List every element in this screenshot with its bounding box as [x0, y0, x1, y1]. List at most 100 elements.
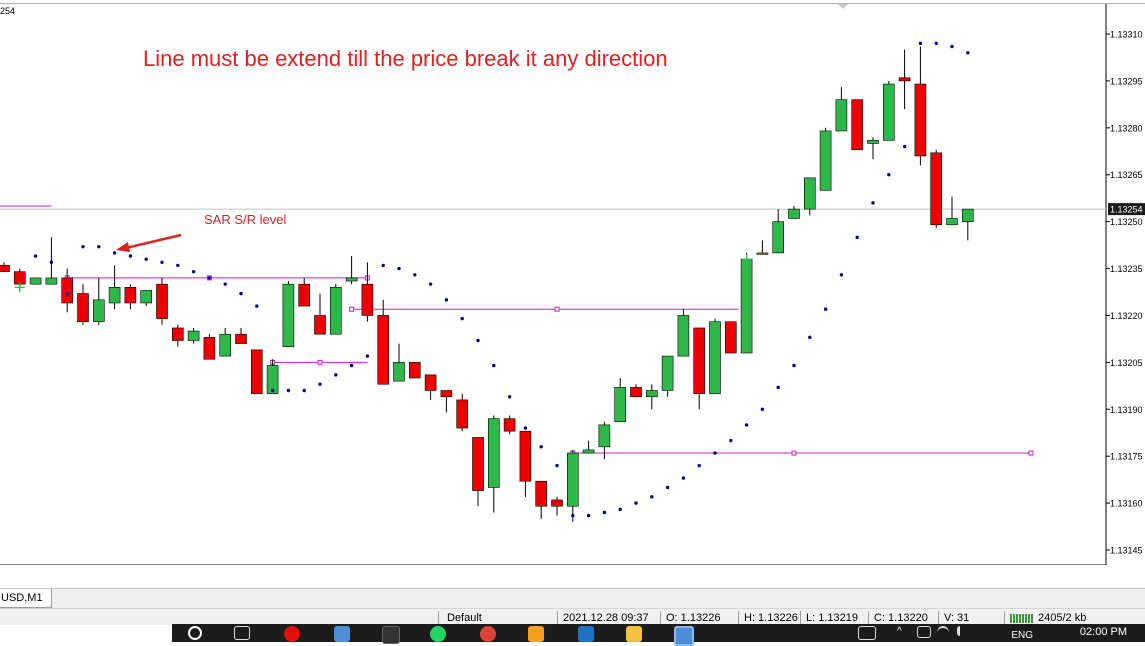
- bull-candle: [393, 362, 405, 382]
- bar-time: 2021.12.28 09:37: [563, 612, 649, 624]
- sar-dot: [397, 266, 401, 271]
- bar-open: O: 1.13226: [666, 612, 721, 624]
- calculator-icon[interactable]: [334, 626, 350, 642]
- os-taskbar: ^ ENG 02:00 PM: [172, 624, 1145, 646]
- sr-level-marker: [1028, 450, 1034, 456]
- sar-dot: [887, 173, 891, 177]
- sar-dot: [381, 263, 385, 268]
- arrow-icon: [125, 233, 182, 250]
- y-tick-label: 1.13205: [1110, 358, 1143, 368]
- bear-candle: [851, 99, 864, 151]
- sar-dot: [176, 263, 180, 268]
- sar-dot: [950, 44, 954, 49]
- bear-candle: [235, 333, 247, 344]
- shift-marker-icon: [838, 4, 848, 9]
- bear-candle: [898, 77, 911, 82]
- bear-candle: [298, 283, 311, 307]
- sar-dot: [665, 485, 670, 490]
- sar-dot: [160, 260, 164, 264]
- y-tick-label: 1.13220: [1110, 311, 1143, 321]
- corner-label: 254: [0, 6, 16, 16]
- bear-candle: [203, 337, 216, 360]
- sar-dot: [507, 395, 512, 399]
- bull-candle: [93, 299, 105, 323]
- status-separator: [800, 611, 801, 625]
- sar-dot: [444, 298, 449, 302]
- language-indicator[interactable]: ENG: [1011, 630, 1033, 641]
- monitor-icon[interactable]: [858, 626, 876, 640]
- sar-dot: [902, 144, 907, 149]
- y-tick-label: 1.13280: [1110, 123, 1143, 133]
- bull-candle: [282, 283, 295, 348]
- bull-candle: [961, 208, 974, 222]
- bear-candle: [156, 283, 168, 319]
- bull-candle: [788, 208, 800, 219]
- y-tick-label: 1.13265: [1110, 170, 1143, 180]
- sar-dot: [144, 257, 148, 261]
- pen-app-icon[interactable]: [382, 626, 400, 644]
- metatrader-icon[interactable]: [674, 626, 694, 646]
- bull-candle: [140, 290, 152, 304]
- bull-candle: [946, 218, 958, 226]
- y-tick-label: 1.13310: [1110, 30, 1143, 40]
- bull-candle: [661, 355, 674, 391]
- bull-candle: [756, 252, 769, 255]
- bull-candle: [566, 452, 579, 507]
- record-app-icon[interactable]: [284, 626, 300, 642]
- sar-dot: [191, 269, 196, 274]
- volume-icon[interactable]: [957, 626, 970, 636]
- task-view-icon[interactable]: [234, 626, 250, 640]
- bar-volume: V: 31: [944, 612, 970, 624]
- sar-dot: [744, 423, 749, 427]
- status-separator: [557, 611, 558, 625]
- mail-icon[interactable]: [578, 626, 594, 642]
- sar-dot: [492, 363, 496, 368]
- bull-candle: [740, 258, 753, 354]
- status-separator: [738, 611, 739, 625]
- annotation-sar-label: SAR S/R level: [204, 212, 286, 227]
- bear-candle: [914, 83, 927, 157]
- bear-candle: [472, 437, 484, 491]
- arrow-head-icon: [116, 242, 130, 252]
- bull-candle: [187, 330, 200, 341]
- price-chart[interactable]: 1.13310 1.13295 1.13280 1.13265 1.13250 1.132…: [0, 0, 1145, 565]
- bear-candle: [14, 271, 26, 285]
- whatsapp-icon[interactable]: [430, 626, 446, 642]
- bear-candle: [377, 315, 390, 385]
- sar-dot: [729, 438, 733, 443]
- battery-icon[interactable]: [917, 626, 931, 638]
- symbol-tab[interactable]: USD,M1: [0, 589, 52, 608]
- sar-dot: [571, 513, 575, 518]
- bar-low: L: 1.13219: [806, 612, 858, 624]
- wifi-icon[interactable]: [937, 626, 949, 640]
- chart-area[interactable]: 254 1.13310 1.13295 1.13280 1.13265 1.13250 1…: [0, 0, 1145, 565]
- sar-dot: [792, 363, 796, 368]
- chevron-up-icon[interactable]: ^: [897, 626, 902, 637]
- bull-candle: [582, 449, 595, 454]
- search-icon[interactable]: [188, 626, 202, 640]
- bull-candle: [108, 287, 121, 304]
- sar-dot: [650, 495, 654, 499]
- browser-icon[interactable]: [528, 626, 544, 642]
- file-explorer-icon[interactable]: [626, 626, 642, 642]
- bull-candle: [487, 418, 500, 488]
- sar-dot: [855, 235, 859, 239]
- bear-candle: [61, 277, 74, 304]
- taskbar-clock[interactable]: 02:00 PM: [1079, 626, 1127, 638]
- annotation-headline: Line must be extend till the price break…: [143, 46, 668, 71]
- bear-candle: [724, 321, 737, 354]
- bull-candle: [803, 177, 816, 210]
- bear-candle: [172, 327, 184, 341]
- sar-dot: [97, 244, 101, 249]
- sar-dot: [128, 254, 133, 258]
- sar-dot: [334, 373, 338, 377]
- bull-candle: [772, 221, 785, 254]
- status-separator: [438, 611, 439, 625]
- chrome-icon[interactable]: [480, 626, 496, 642]
- sr-level-marker: [554, 306, 560, 312]
- sar-dot: [428, 282, 433, 286]
- bar-high: H: 1.13226: [744, 612, 798, 624]
- bull-candle: [29, 277, 42, 285]
- sar-dot: [823, 307, 828, 311]
- sar-dot: [871, 201, 875, 205]
